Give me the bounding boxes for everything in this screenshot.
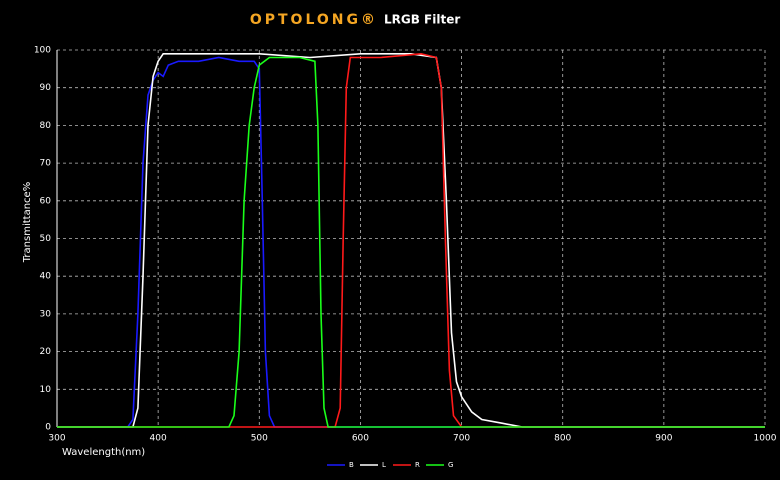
- y-tick-label: 30: [40, 309, 52, 319]
- x-tick-label: 900: [655, 434, 672, 444]
- series-line: [57, 56, 765, 428]
- x-tick-label: 800: [554, 434, 571, 444]
- legend-label: R: [415, 461, 420, 469]
- y-tick-label: 70: [40, 159, 52, 169]
- y-tick-label: 20: [40, 347, 52, 357]
- series-line: [57, 56, 765, 428]
- y-tick-label: 40: [40, 272, 52, 282]
- y-tick-label: 100: [34, 46, 51, 56]
- x-tick-label: 600: [352, 434, 369, 444]
- y-tick-label: 80: [40, 121, 52, 131]
- legend-label: G: [448, 461, 453, 469]
- y-axis-label: Transmittance%: [22, 182, 33, 263]
- series-line: [57, 52, 765, 428]
- y-tick-label: 60: [40, 196, 52, 206]
- y-tick-label: 10: [40, 385, 52, 395]
- x-tick-label: 400: [150, 434, 167, 444]
- y-tick-label: 90: [40, 83, 52, 93]
- brand: OPTOLONG®: [250, 12, 378, 28]
- series-line: [57, 53, 765, 428]
- y-tick-label: 50: [40, 234, 52, 244]
- x-tick-label: 500: [251, 434, 268, 444]
- chart-title: LRGB Filter: [384, 13, 460, 27]
- x-tick-label: 700: [453, 434, 470, 444]
- x-tick-label: 1000: [754, 434, 777, 444]
- legend-label: B: [349, 461, 354, 469]
- x-tick-label: 300: [48, 434, 65, 444]
- x-axis-label: Wavelength(nm): [62, 447, 145, 458]
- y-tick-label: 0: [45, 423, 51, 433]
- legend-label: L: [382, 461, 386, 469]
